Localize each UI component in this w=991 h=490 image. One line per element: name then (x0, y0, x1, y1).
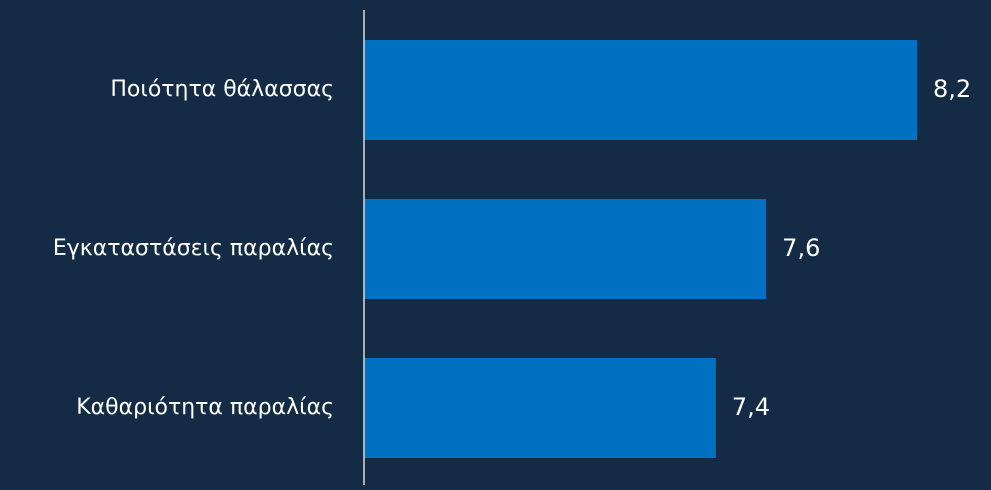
category-label: Ποιότητα θάλασσας (110, 77, 334, 102)
data-label: 8,2 (933, 75, 971, 103)
bar (364, 199, 767, 299)
data-label: 7,4 (732, 393, 770, 421)
category-label: Εγκαταστάσεις παραλίας (53, 236, 334, 261)
bar (364, 40, 917, 140)
data-label: 7,6 (782, 234, 820, 262)
bar (364, 358, 716, 458)
category-label: Καθαριότητα παραλίας (76, 395, 334, 420)
